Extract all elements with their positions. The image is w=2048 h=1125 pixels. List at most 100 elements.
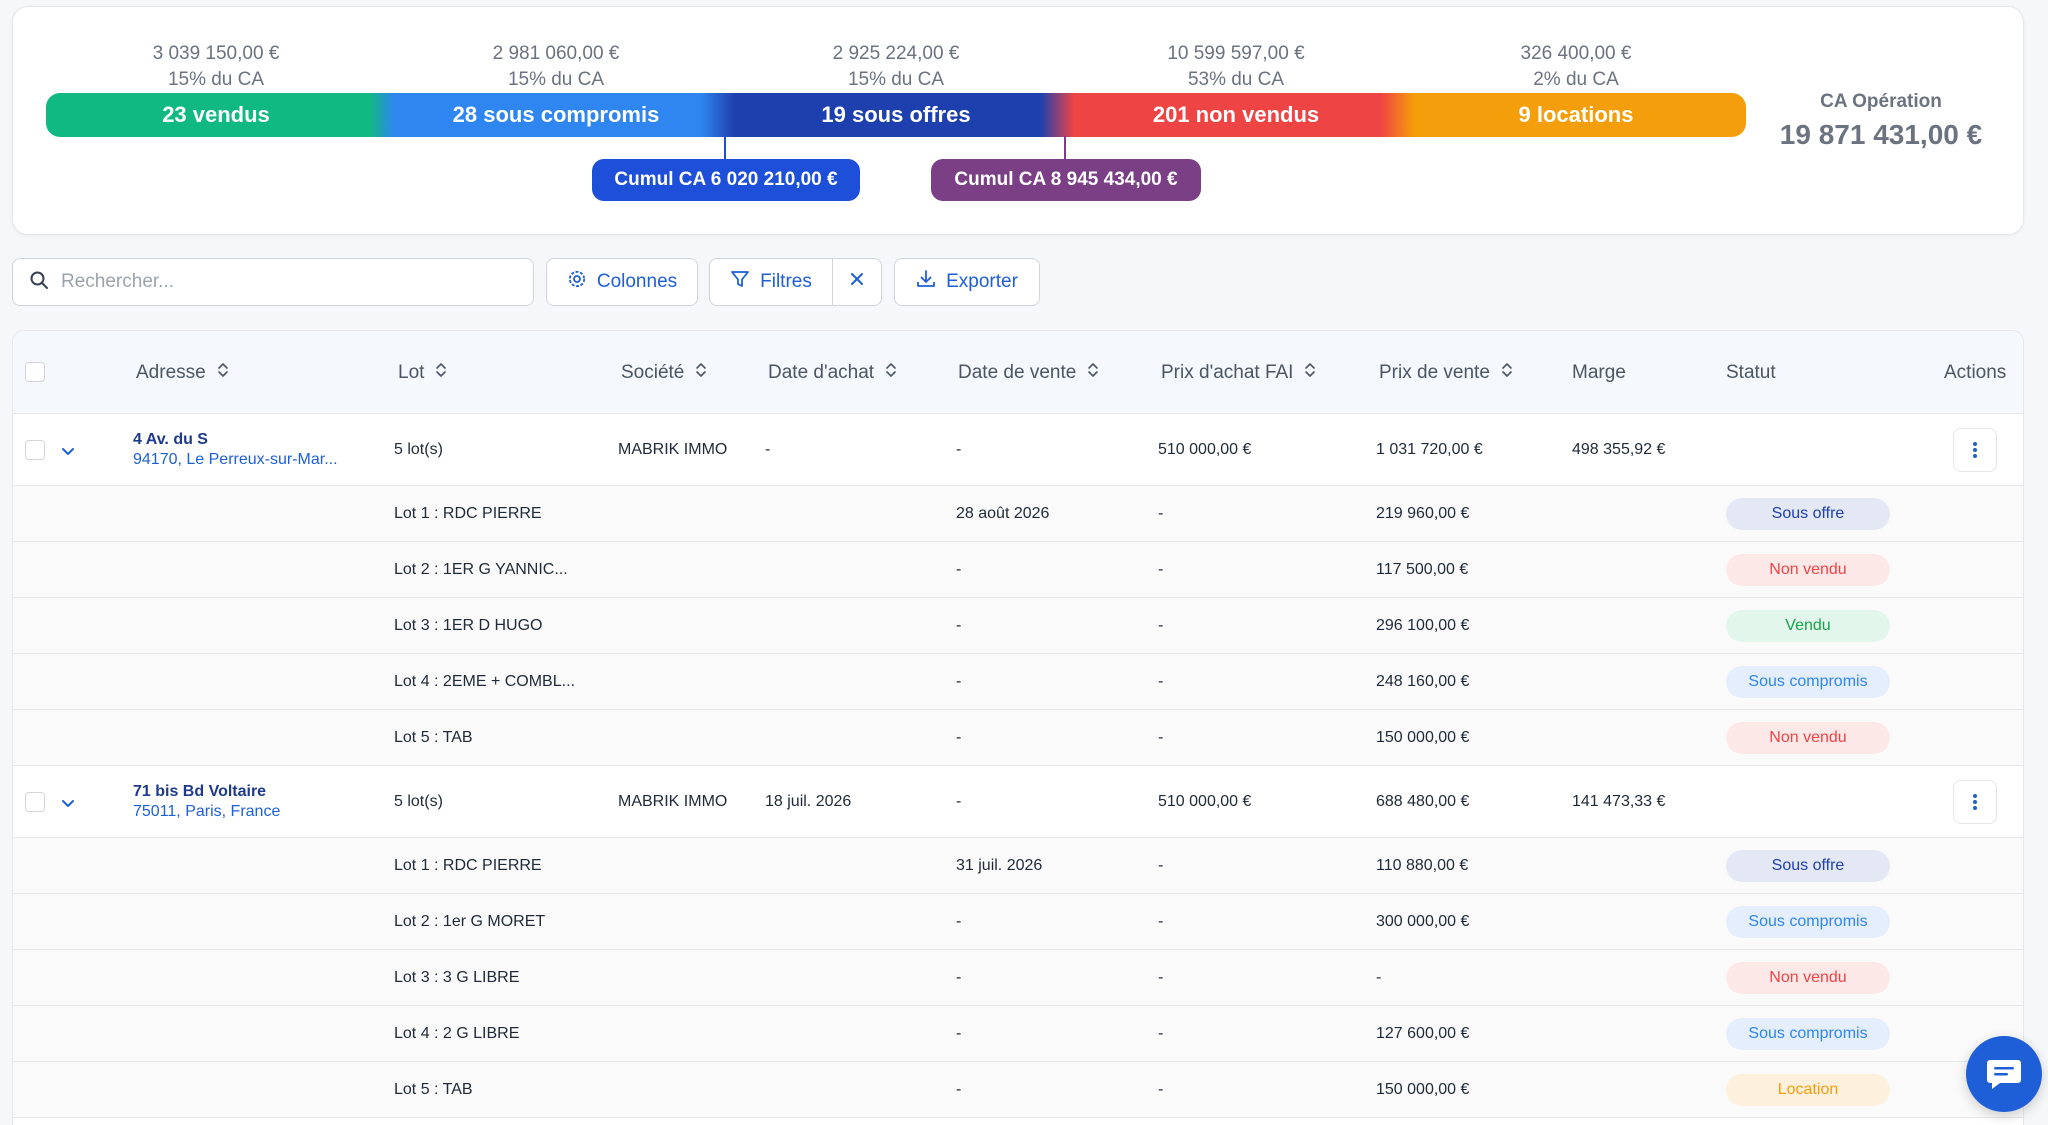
lot-name: Lot 5 : TAB	[394, 1080, 473, 1098]
chat-button[interactable]	[1966, 1036, 2042, 1112]
segment-percent: 53% du CA	[1187, 69, 1285, 90]
address-cell[interactable]: 71 bis Bd Voltaire 75011, Paris, France	[133, 766, 280, 837]
segment-nonvendus[interactable]: 201 non vendus	[1152, 102, 1320, 127]
prix-achat-cell: -	[1158, 968, 1164, 986]
col-date-achat[interactable]: Date d'achat	[768, 331, 898, 414]
date-vente-cell: 28 août 2026	[956, 504, 1050, 522]
segment-compromis-info: 2 981 060,00 € 15% du CA	[386, 41, 726, 93]
status-badge[interactable]: Sous compromis	[1726, 906, 1890, 938]
col-prix-vente[interactable]: Prix de vente	[1379, 331, 1514, 414]
search-icon	[29, 270, 49, 295]
segment-amount: 10 599 597,00 €	[1167, 43, 1305, 64]
col-societe[interactable]: Société	[621, 331, 708, 414]
more-vertical-icon	[1973, 442, 1977, 458]
date-vente-cell: -	[956, 792, 962, 810]
date-achat-cell: -	[765, 440, 771, 458]
col-date-achat-label: Date d'achat	[768, 361, 875, 383]
date-vente-cell: -	[956, 912, 962, 930]
filter-icon	[730, 269, 750, 295]
prix-achat-cell: -	[1158, 616, 1164, 634]
lot-row: Lot 5 : TAB - - 150 000,00 € Location	[13, 1062, 2023, 1118]
table-row[interactable]: 71 bis Bd Voltaire 75011, Paris, France …	[13, 766, 2023, 838]
address-cell[interactable]: 4 Av. du S 94170, Le Perreux-sur-Mar...	[133, 414, 338, 485]
prix-vente-cell: 150 000,00 €	[1376, 1080, 1470, 1098]
col-statut-label: Statut	[1726, 361, 1776, 383]
prix-achat-cell: -	[1158, 560, 1164, 578]
status-badge[interactable]: Location	[1726, 1074, 1890, 1106]
clear-filters-button[interactable]	[832, 258, 882, 306]
status-badge[interactable]: Vendu	[1726, 610, 1890, 642]
gear-icon	[567, 269, 587, 295]
date-vente-cell: -	[956, 1024, 962, 1042]
col-prix-vente-label: Prix de vente	[1379, 361, 1490, 383]
date-vente-cell: -	[956, 728, 962, 746]
status-badge[interactable]: Non vendu	[1726, 554, 1890, 586]
col-date-vente[interactable]: Date de vente	[958, 331, 1100, 414]
chevron-down-icon[interactable]	[59, 442, 77, 460]
col-prix-achat[interactable]: Prix d'achat FAI	[1161, 331, 1317, 414]
date-vente-cell: -	[956, 616, 962, 634]
segment-amount: 326 400,00 €	[1520, 43, 1632, 64]
prix-achat-cell: -	[1158, 1024, 1164, 1042]
col-societe-label: Société	[621, 361, 685, 383]
download-icon	[916, 269, 936, 295]
segment-amounts: 3 039 150,00 € 15% du CA 2 981 060,00 € …	[46, 41, 1746, 97]
filters-button[interactable]: Filtres	[709, 258, 833, 306]
ca-operation-title: CA Opération	[1820, 91, 1942, 112]
status-badge[interactable]: Non vendu	[1726, 722, 1890, 754]
prix-achat-cell: -	[1158, 504, 1164, 522]
lot-count: 5 lot(s)	[394, 792, 443, 810]
ca-operation: CA Opération 19 871 431,00 €	[1761, 91, 2001, 151]
prix-achat-cell: -	[1158, 856, 1164, 874]
select-all-checkbox[interactable]	[25, 362, 45, 382]
search-input[interactable]	[61, 271, 501, 293]
status-badge[interactable]: Sous compromis	[1726, 666, 1890, 698]
row-checkbox[interactable]	[25, 792, 45, 812]
segment-offres[interactable]: 19 sous offres	[821, 102, 971, 127]
date-vente-cell: -	[956, 968, 962, 986]
chevron-down-icon[interactable]	[59, 794, 77, 812]
col-prix-achat-label: Prix d'achat FAI	[1161, 361, 1294, 383]
segment-amount: 2 925 224,00 €	[832, 43, 960, 64]
columns-button[interactable]: Colonnes	[546, 258, 698, 306]
row-actions-button[interactable]	[1953, 428, 1997, 472]
prix-vente-cell: 296 100,00 €	[1376, 616, 1470, 634]
row-checkbox[interactable]	[25, 440, 45, 460]
segment-vendus[interactable]: 23 vendus	[162, 102, 270, 127]
export-button[interactable]: Exporter	[894, 258, 1040, 306]
segment-locations-info: 326 400,00 € 2% du CA	[1406, 41, 1746, 93]
prix-vente-cell: 110 880,00 €	[1376, 856, 1469, 874]
segment-amount: 2 981 060,00 €	[492, 43, 620, 64]
lot-row: Lot 1 : RDC PIERRE 31 juil. 2026 - 110 8…	[13, 838, 2023, 894]
prix-vente-cell: 248 160,00 €	[1376, 672, 1470, 690]
segment-compromis[interactable]: 28 sous compromis	[452, 102, 660, 127]
search-box	[12, 258, 534, 306]
table-row[interactable]: 4 Av. du S 94170, Le Perreux-sur-Mar... …	[13, 414, 2023, 486]
segment-vendus-info: 3 039 150,00 € 15% du CA	[46, 41, 386, 93]
segment-locations[interactable]: 9 locations	[1518, 102, 1634, 127]
col-date-vente-label: Date de vente	[958, 361, 1077, 383]
col-adresse-label: Adresse	[136, 361, 206, 383]
sort-icon	[1086, 361, 1100, 385]
segment-nonvendus-info: 10 599 597,00 € 53% du CA	[1066, 41, 1406, 93]
prix-vente-cell: 688 480,00 €	[1376, 792, 1470, 810]
address-street: 4 Av. du S	[133, 430, 208, 448]
lot-row: Lot 4 : 2EME + COMBL... - - 248 160,00 €…	[13, 654, 2023, 710]
address-city: 94170, Le Perreux-sur-Mar...	[133, 450, 338, 468]
col-lot[interactable]: Lot	[398, 331, 448, 414]
segment-percent: 15% du CA	[507, 69, 605, 90]
status-badge[interactable]: Sous compromis	[1726, 1018, 1890, 1050]
status-badge[interactable]: Sous offre	[1726, 498, 1890, 530]
status-badge[interactable]: Sous offre	[1726, 850, 1890, 882]
col-statut: Statut	[1726, 331, 1776, 414]
lot-name: Lot 4 : 2EME + COMBL...	[394, 672, 575, 690]
status-badge[interactable]: Non vendu	[1726, 962, 1890, 994]
col-adresse[interactable]: Adresse	[136, 331, 230, 414]
row-actions-button[interactable]	[1953, 780, 1997, 824]
lot-row: Lot 3 : 3 G LIBRE - - - Non vendu	[13, 950, 2023, 1006]
cumul-ca-badge: Cumul CA 8 945 434,00 €	[931, 159, 1201, 201]
date-vente-cell: -	[956, 440, 962, 458]
sort-icon	[216, 361, 230, 385]
more-vertical-icon	[1973, 794, 1977, 810]
lot-name: Lot 2 : 1ER G YANNIC...	[394, 560, 568, 578]
